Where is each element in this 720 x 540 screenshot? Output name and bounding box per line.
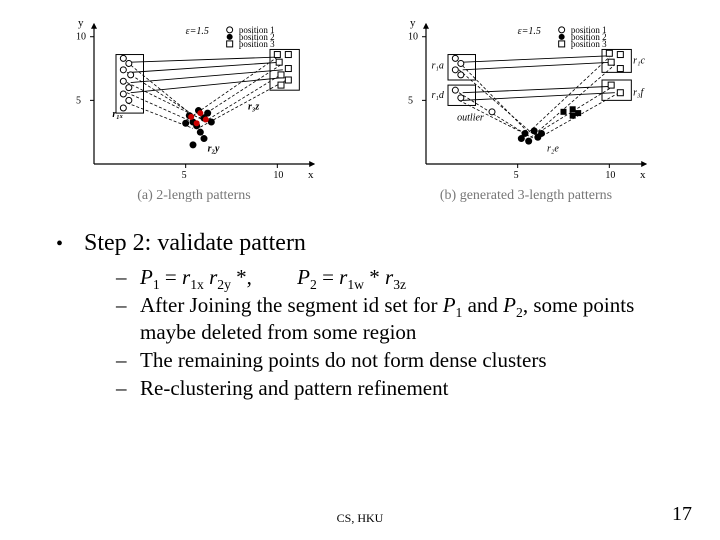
svg-text:10: 10 xyxy=(76,32,86,43)
dash-icon: – xyxy=(116,292,140,345)
formula-text: P1 = r1x r2y *, P2 = r1w * r3z xyxy=(140,264,672,290)
dash-icon: – xyxy=(116,375,140,401)
svg-text:x: x xyxy=(640,169,646,181)
svg-text:position 3: position 3 xyxy=(571,39,607,49)
sub-item-text: After Joining the segment id set for P1 … xyxy=(140,292,672,345)
sub-item-text: Re-clustering and pattern refinement xyxy=(140,375,672,401)
chart-a-block: yx510510ε=1.5position 1position 2positio… xyxy=(64,16,324,204)
sub-item: – The remaining points do not form dense… xyxy=(116,347,672,373)
svg-text:ε=1.5: ε=1.5 xyxy=(518,26,541,37)
svg-text:10: 10 xyxy=(408,32,418,43)
svg-text:10: 10 xyxy=(273,170,283,181)
chart-b-block: yx510510ε=1.5position 1position 2positio… xyxy=(396,16,656,204)
svg-text:y: y xyxy=(410,17,416,29)
chart-a-caption: (a) 2-length patterns xyxy=(137,188,251,204)
svg-text:position 3: position 3 xyxy=(239,39,275,49)
svg-text:ε=1.5: ε=1.5 xyxy=(186,26,209,37)
svg-text:outlier: outlier xyxy=(457,113,484,124)
svg-text:r₃f: r₃f xyxy=(633,87,644,98)
svg-text:r₃z: r₃z xyxy=(248,101,259,112)
svg-text:r₁c: r₁c xyxy=(633,55,645,66)
svg-text:r₂e: r₂e xyxy=(547,143,559,154)
svg-text:x: x xyxy=(308,169,314,181)
sub-item: – After Joining the segment id set for P… xyxy=(116,292,672,345)
svg-text:5: 5 xyxy=(514,170,519,181)
chart-b-caption: (b) generated 3-length patterns xyxy=(440,188,612,204)
svg-text:5: 5 xyxy=(182,170,187,181)
chart-a: yx510510ε=1.5position 1position 2positio… xyxy=(64,16,324,186)
dash-icon: – xyxy=(116,264,140,290)
svg-text:r₂y: r₂y xyxy=(208,143,220,154)
page-number: 17 xyxy=(672,503,692,526)
sub-item: – Re-clustering and pattern refinement xyxy=(116,375,672,401)
footer-center: CS, HKU xyxy=(0,511,720,526)
chart-b: yx510510ε=1.5position 1position 2positio… xyxy=(396,16,656,186)
step-heading: Step 2: validate pattern xyxy=(84,228,306,258)
step-heading-row: • Step 2: validate pattern xyxy=(56,228,672,258)
sub-item-formula: – P1 = r1x r2y *, P2 = r1w * r3z xyxy=(116,264,672,290)
svg-text:10: 10 xyxy=(605,170,615,181)
sub-bullet-list: – P1 = r1x r2y *, P2 = r1w * r3z – After… xyxy=(116,264,672,401)
svg-text:5: 5 xyxy=(76,95,81,106)
figure-row: yx510510ε=1.5position 1position 2positio… xyxy=(64,16,656,204)
svg-text:r₁d: r₁d xyxy=(432,90,445,101)
sub-item-text: The remaining points do not form dense c… xyxy=(140,347,672,373)
bullet-dot-icon: • xyxy=(56,228,84,258)
svg-text:r₁a: r₁a xyxy=(432,61,444,72)
dash-icon: – xyxy=(116,347,140,373)
svg-text:5: 5 xyxy=(408,95,413,106)
svg-text:y: y xyxy=(78,17,84,29)
svg-text:r₁ₓ: r₁ₓ xyxy=(112,109,123,120)
bullet-region: • Step 2: validate pattern – P1 = r1x r2… xyxy=(56,228,672,403)
